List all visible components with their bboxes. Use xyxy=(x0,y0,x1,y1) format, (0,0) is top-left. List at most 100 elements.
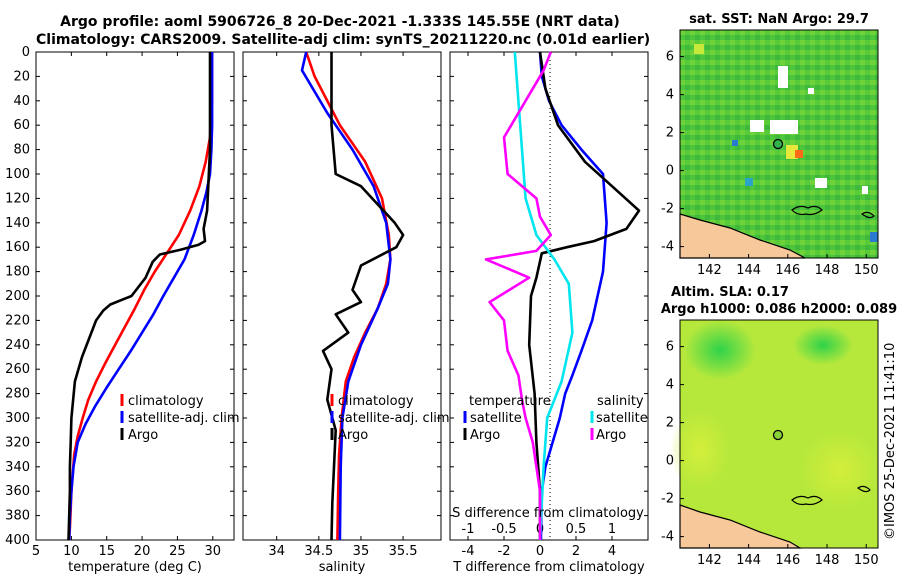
sla-low-region xyxy=(684,320,756,380)
x-tick-label: 2 xyxy=(572,544,580,559)
sst-cool-patch xyxy=(732,140,738,146)
series-line-argo xyxy=(67,52,212,541)
sst-map-title: sat. SST: NaN Argo: 29.7 xyxy=(689,12,869,27)
sla-map xyxy=(670,319,880,549)
legend-s-argo-label: Argo xyxy=(596,428,626,443)
temperature-lines xyxy=(67,52,214,541)
imos-watermark: ©IMOS 25-Dec-2021 11:41:10 xyxy=(883,343,898,540)
x-tick-label: 20 xyxy=(134,544,151,559)
x-tick-label: -4 xyxy=(462,544,475,559)
map-y-tick-label: -2 xyxy=(661,202,674,217)
legend-t-satellite-label: satellite xyxy=(470,411,522,426)
depth-tick-label: 20 xyxy=(13,69,30,84)
salinity-lines xyxy=(300,51,405,541)
x-tick-label: 15 xyxy=(98,544,115,559)
sst-missing-patch xyxy=(750,120,764,132)
series-line-climatology xyxy=(304,51,392,541)
depth-tick-label: 380 xyxy=(5,509,30,524)
difference-x-axis: -4 -2 0 2 4 xyxy=(462,52,616,559)
map-x-tick-label: 144 xyxy=(736,553,761,568)
depth-tick-label: 260 xyxy=(5,362,30,377)
x-tick-label: 25 xyxy=(169,544,186,559)
header-line-1: Argo profile: aoml 5906726_8 20-Dec-2021… xyxy=(60,14,620,30)
series-line-t-argo xyxy=(527,51,641,540)
map-y-tick-label: 0 xyxy=(666,454,674,469)
x-tick-label: 0 xyxy=(536,544,544,559)
sla-map-title-1: Altim. SLA: 0.17 xyxy=(671,285,789,300)
map-x-tick-label: 146 xyxy=(775,553,800,568)
sst-warm-patch xyxy=(694,44,704,54)
s-tick-label: 1 xyxy=(608,522,616,537)
map-x-tick-label: 144 xyxy=(736,263,761,278)
depth-tick-label: 320 xyxy=(5,435,30,450)
map-x-tick-label: 142 xyxy=(697,553,722,568)
depth-tick-label: 160 xyxy=(5,240,30,255)
series-line-s-satellite xyxy=(513,51,574,541)
legend-climatology-label: climatology xyxy=(128,394,204,409)
salinity-xlabel: salinity xyxy=(319,560,366,575)
sst-missing-patch xyxy=(778,66,788,88)
sst-cool-patch xyxy=(745,178,753,186)
legend-satellite-label: satellite-adj. clim xyxy=(128,411,240,426)
depth-tick-label: 60 xyxy=(13,118,30,133)
legend-argo-label: Argo xyxy=(128,428,158,443)
map-x-tick-label: 148 xyxy=(815,553,840,568)
temperature-legend: climatology satellite-adj. clim Argo xyxy=(120,394,240,443)
map-y-tick-label: 0 xyxy=(666,164,674,179)
sst-missing-patch xyxy=(770,120,798,134)
map-y-tick-label: 4 xyxy=(666,88,674,103)
x-tick-label: 30 xyxy=(205,544,222,559)
sst-hot-patch xyxy=(795,150,803,158)
map-y-tick-label: 6 xyxy=(666,50,674,65)
map-y-tick-label: 4 xyxy=(666,378,674,393)
sla-float-marker xyxy=(772,429,784,441)
map-x-tick-label: 142 xyxy=(697,263,722,278)
map-y-tick-label: -2 xyxy=(661,492,674,507)
x-tick-label: 10 xyxy=(63,544,80,559)
depth-tick-label: 400 xyxy=(5,533,30,548)
sst-map-frame xyxy=(679,29,879,259)
map-x-tick-label: 146 xyxy=(775,263,800,278)
depth-tick-label: 240 xyxy=(5,338,30,353)
s-tick-label: -1 xyxy=(462,522,475,537)
sla-map-frame xyxy=(679,319,879,549)
series-line-argo xyxy=(321,52,405,541)
depth-tick-label: 40 xyxy=(13,94,30,109)
map-x-tick-label: 150 xyxy=(854,553,879,568)
sst-island xyxy=(860,211,875,219)
series-line-t-satellite xyxy=(538,51,608,541)
legend-s-satellite-label: satellite xyxy=(596,411,648,426)
sst-cool-patch xyxy=(870,232,878,242)
depth-tick-label: 280 xyxy=(5,387,30,402)
sst-missing-patch xyxy=(862,186,868,194)
temperature-panel-frame xyxy=(35,51,235,541)
depth-tick-label: 100 xyxy=(5,167,30,182)
map-y-tick-label: 2 xyxy=(666,416,674,431)
sla-low-region xyxy=(793,325,853,365)
legend-t-argo-label: Argo xyxy=(470,428,500,443)
depth-tick-label: 340 xyxy=(5,460,30,475)
series-line-satellite-adj-clim xyxy=(300,51,392,541)
x-tick-label: 35 xyxy=(353,544,370,559)
temperature-x-axis: 5 10 15 20 25 30 xyxy=(32,52,221,559)
map-y-tick-label: -4 xyxy=(661,530,674,545)
x-tick-label: 4 xyxy=(608,544,616,559)
header-line-2: Climatology: CARS2009. Satellite-adj cli… xyxy=(36,32,651,48)
map-y-tick-label: 2 xyxy=(666,126,674,141)
difference-panel-frame xyxy=(449,51,649,541)
sst-axis: 142 144 146 148 150 6 4 2 0 -2 -4 xyxy=(661,50,879,278)
sla-island xyxy=(856,485,871,493)
x-tick-label: 35.5 xyxy=(389,544,418,559)
depth-axis: 0 20 40 60 80 100 120 140 160 180 200 220 240 260 280 3… xyxy=(5,45,648,548)
sla-axis: 142 144 146 148 150 6 4 2 0 -2 -4 xyxy=(661,340,879,568)
difference-legend: temperature satellite Argo salinity sate… xyxy=(463,394,648,443)
depth-tick-label: 180 xyxy=(5,265,30,280)
difference-lines xyxy=(484,51,641,541)
salinity-legend: climatology satellite-adj. clim Argo xyxy=(330,394,450,443)
map-y-tick-label: -4 xyxy=(661,240,674,255)
legend-argo-label: Argo xyxy=(338,428,368,443)
legend-salinity-title: salinity xyxy=(597,394,644,409)
depth-tick-label: 220 xyxy=(5,313,30,328)
series-line-climatology xyxy=(67,52,214,541)
